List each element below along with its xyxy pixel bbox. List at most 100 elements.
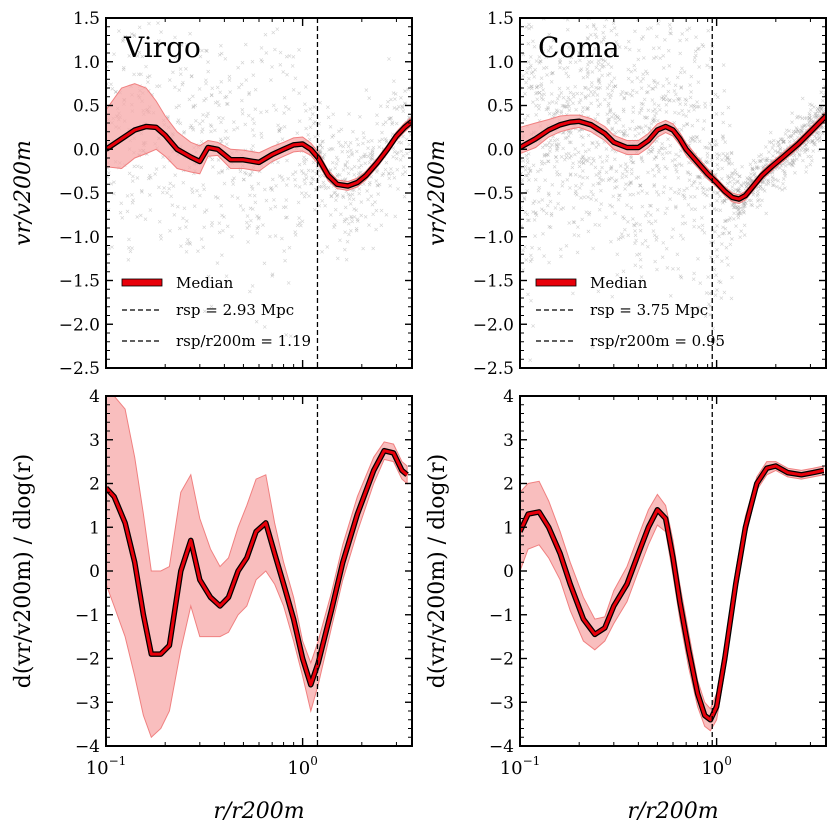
scatter-point <box>651 9 654 12</box>
scatter-point <box>555 160 558 163</box>
scatter-point <box>550 80 553 83</box>
scatter-point <box>562 67 565 70</box>
scatter-point <box>541 146 544 149</box>
scatter-point <box>335 194 338 197</box>
scatter-point <box>685 114 688 117</box>
scatter-point <box>533 234 536 237</box>
scatter-point <box>714 274 717 277</box>
scatter-point <box>218 2 221 5</box>
scatter-point <box>726 174 729 177</box>
scatter-point <box>245 172 248 175</box>
scatter-point <box>353 165 356 168</box>
scatter-point <box>246 240 249 243</box>
scatter-point <box>699 182 702 185</box>
scatter-point <box>185 219 188 222</box>
scatter-point <box>781 182 784 185</box>
y-tick-label: 0 <box>503 562 514 582</box>
scatter-point <box>334 167 337 170</box>
scatter-point <box>632 111 635 114</box>
scatter-point <box>254 88 257 91</box>
scatter-point <box>708 313 711 316</box>
scatter-point <box>251 144 254 147</box>
scatter-point <box>294 231 297 234</box>
scatter-point <box>772 139 775 142</box>
scatter-point <box>650 222 653 225</box>
scatter-point <box>531 324 534 327</box>
scatter-point <box>609 96 612 99</box>
scatter-point <box>189 242 192 245</box>
scatter-point <box>298 120 301 123</box>
scatter-point <box>360 214 363 217</box>
scatter-point <box>600 202 603 205</box>
scatter-point <box>526 114 529 117</box>
scatter-point <box>732 217 735 220</box>
scatter-point <box>204 82 207 85</box>
scatter-point <box>633 128 636 131</box>
scatter-point <box>554 206 557 209</box>
scatter-point <box>561 3 564 6</box>
y-tick-label: 0 <box>89 562 100 582</box>
scatter-point <box>610 93 613 96</box>
scatter-point <box>307 169 310 172</box>
scatter-point <box>681 109 684 112</box>
scatter-point <box>331 161 334 164</box>
y-tick-label: −2 <box>75 650 100 670</box>
scatter-point <box>274 184 277 187</box>
scatter-point <box>679 71 682 74</box>
scatter-point <box>590 190 593 193</box>
scatter-point <box>393 176 396 179</box>
scatter-point <box>637 132 640 135</box>
scatter-point <box>727 263 730 266</box>
scatter-point <box>706 188 709 191</box>
scatter-point <box>529 254 532 257</box>
scatter-point <box>579 98 582 101</box>
scatter-point <box>644 124 647 127</box>
scatter-point <box>681 4 684 7</box>
scatter-point <box>809 163 812 166</box>
scatter-point <box>572 1 575 4</box>
scatter-point <box>219 91 222 94</box>
scatter-point <box>268 235 271 238</box>
scatter-point <box>689 173 692 176</box>
scatter-point <box>702 127 705 130</box>
scatter-point <box>206 61 209 64</box>
scatter-point <box>623 187 626 190</box>
scatter-point <box>676 76 679 79</box>
scatter-point <box>702 45 705 48</box>
scatter-point <box>144 65 147 68</box>
scatter-point <box>272 31 275 34</box>
scatter-point <box>110 245 113 248</box>
scatter-point <box>677 267 680 270</box>
scatter-point <box>224 57 227 60</box>
scatter-point <box>210 94 213 97</box>
scatter-point <box>245 221 248 224</box>
scatter-point <box>578 175 581 178</box>
confidence-band <box>106 396 407 737</box>
scatter-point <box>297 201 300 204</box>
scatter-point <box>310 182 313 185</box>
scatter-point <box>285 184 288 187</box>
scatter-point <box>697 105 700 108</box>
scatter-point <box>347 112 350 115</box>
scatter-point <box>684 222 687 225</box>
scatter-point <box>531 40 534 43</box>
panel-title-coma: Coma <box>538 31 620 64</box>
scatter-point <box>364 162 367 165</box>
scatter-point <box>657 170 660 173</box>
x-axis-label-left: r/r200m <box>213 799 304 824</box>
scatter-point <box>613 77 616 80</box>
scatter-point <box>391 172 394 175</box>
scatter-point <box>577 234 580 237</box>
scatter-point <box>529 299 532 302</box>
scatter-point <box>223 96 226 99</box>
scatter-point <box>635 253 638 256</box>
scatter-point <box>326 245 329 248</box>
scatter-point <box>357 159 360 162</box>
scatter-point <box>305 158 308 161</box>
scatter-point <box>523 92 526 95</box>
scatter-point <box>211 165 214 168</box>
scatter-point <box>175 106 178 109</box>
scatter-point <box>717 280 720 283</box>
scatter-point <box>795 126 798 129</box>
scatter-point <box>638 111 641 114</box>
